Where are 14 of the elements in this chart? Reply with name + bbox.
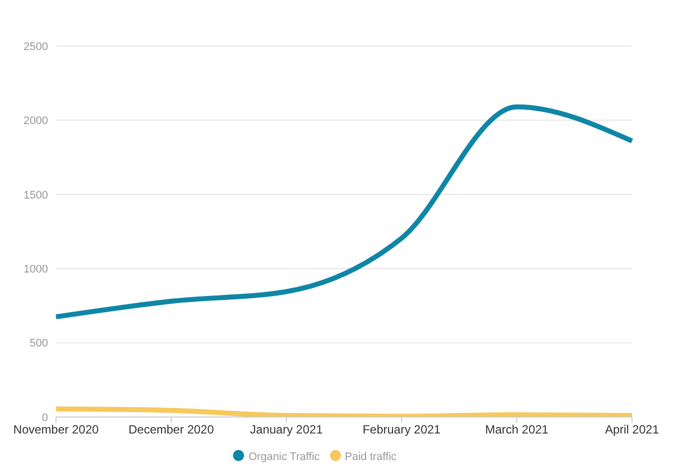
x-tick-label: January 2021 [250,422,324,437]
x-tick-label: November 2020 [13,422,100,437]
x-tick-label: March 2021 [485,422,549,437]
legend-label: Organic Traffic [248,451,320,463]
y-tick-label: 1000 [24,264,48,276]
y-tick-label: 1500 [24,189,48,202]
y-tick-label: 500 [30,338,48,350]
y-tick-label: 2500 [24,40,48,53]
x-tick-label: December 2020 [128,422,214,437]
x-tick-label: April 2021 [604,422,660,437]
legend-label: Paid traffic [344,451,397,463]
y-tick-label: 2000 [24,115,48,128]
x-tick-label: February 2021 [362,422,441,437]
y-tick-label: 0 [42,412,48,424]
